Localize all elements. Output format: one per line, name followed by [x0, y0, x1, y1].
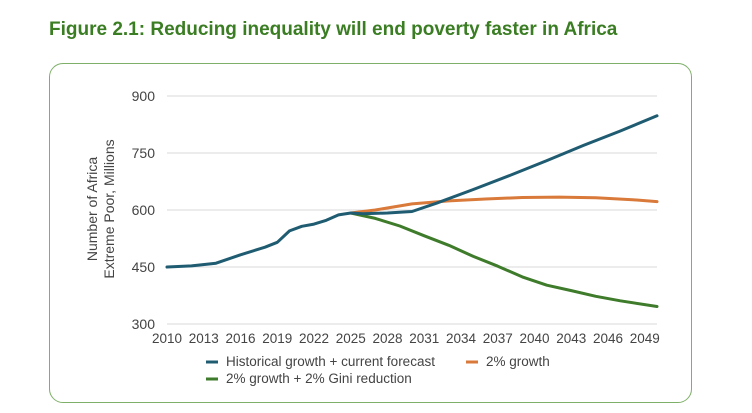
chart-frame — [49, 63, 692, 403]
x-tick-label-2031: 2031 — [409, 331, 439, 346]
y-axis-label: Number of Africa Extreme Poor, Millions — [84, 139, 117, 278]
y-tick-label-450: 450 — [132, 259, 156, 275]
series-line-0 — [165, 114, 659, 269]
y-tick-label-600: 600 — [132, 202, 156, 218]
y-axis-label-line1: Number of Africa — [84, 157, 100, 261]
x-tick-label-2019: 2019 — [262, 331, 292, 346]
legend: Historical growth + current forecast 2% g… — [206, 354, 550, 386]
x-tick-label-2016: 2016 — [225, 331, 255, 346]
legend-label-0: Historical growth + current forecast — [226, 354, 435, 369]
y-tick-label-900: 900 — [132, 88, 156, 104]
x-tick-label-2037: 2037 — [483, 331, 513, 346]
x-tick-label-2025: 2025 — [336, 331, 366, 346]
x-tick-label-2034: 2034 — [446, 331, 477, 346]
legend-label-2: 2% growth + 2% Gini reduction — [226, 371, 412, 386]
x-tick-label-2013: 2013 — [189, 331, 219, 346]
x-tick-label-2046: 2046 — [593, 331, 623, 346]
series-line-2 — [349, 211, 659, 308]
x-tick-label-2049: 2049 — [630, 331, 660, 346]
x-tick-label-2028: 2028 — [372, 331, 402, 346]
legend-label-1: 2% growth — [486, 354, 550, 369]
x-tick-label-2043: 2043 — [556, 331, 586, 346]
y-tick-label-750: 750 — [132, 145, 156, 161]
x-tick-label-2010: 2010 — [152, 331, 182, 346]
x-tick-label-2022: 2022 — [299, 331, 329, 346]
figure-title: Figure 2.1: Reducing inequality will end… — [49, 19, 618, 40]
y-axis-label-line2: Extreme Poor, Millions — [101, 139, 117, 278]
y-tick-label-300: 300 — [132, 316, 156, 332]
x-tick-label-2040: 2040 — [519, 331, 549, 346]
series-line-1 — [349, 195, 659, 215]
